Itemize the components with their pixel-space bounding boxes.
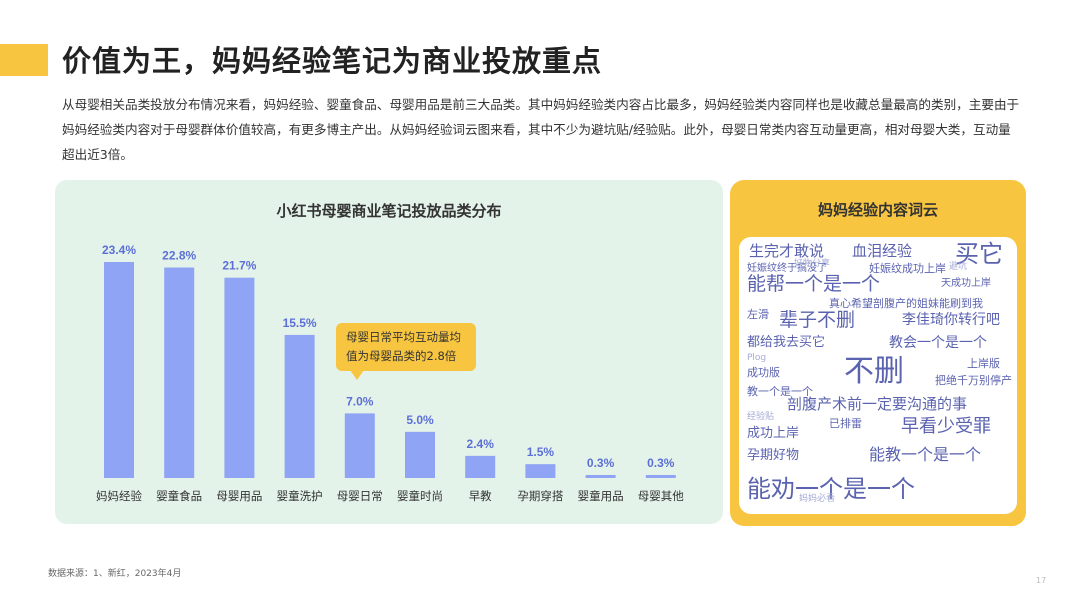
category-label: 母婴日常 bbox=[337, 489, 383, 503]
category-label: 孕期穿搭 bbox=[517, 489, 563, 503]
cloud-word: 能劝一个是一个 bbox=[747, 475, 915, 503]
bar-value-label: 23.4% bbox=[102, 243, 136, 257]
cloud-word: 上岸版 bbox=[967, 357, 1000, 370]
data-source-note: 数据来源：1、新红，2023年4月 bbox=[48, 569, 182, 579]
cloud-word: Plog bbox=[747, 353, 767, 363]
bar-2 bbox=[164, 267, 195, 478]
bar-4 bbox=[284, 334, 315, 478]
bar-value-label: 1.5% bbox=[527, 445, 555, 459]
bar-7 bbox=[465, 455, 496, 478]
bar-5 bbox=[344, 413, 375, 478]
category-label: 母婴其他 bbox=[638, 489, 684, 503]
page-number: 17 bbox=[1036, 576, 1047, 585]
chart-title: 小红书母婴商业笔记投放品类分布 bbox=[276, 202, 502, 220]
cloud-word: 经验贴 bbox=[747, 412, 775, 422]
cloud-word: 成功版 bbox=[747, 366, 780, 379]
cloud-word: 妊娠纹成功上岸 bbox=[869, 262, 946, 275]
page-title: 价值为王，妈妈经验笔记为商业投放重点 bbox=[62, 44, 603, 78]
cloud-word: 血泪经验 bbox=[852, 242, 913, 260]
cloud-word: 真心希望剖腹产的姐妹能刷到我 bbox=[829, 297, 983, 310]
cloud-word: 买它 bbox=[955, 240, 1003, 268]
bar-value-label: 0.3% bbox=[647, 456, 675, 470]
cloud-word: 生完才敢说 bbox=[749, 242, 825, 260]
cloud-word: 妊娠纹终于搞没了 bbox=[747, 263, 827, 274]
cloud-word: 能教一个是一个 bbox=[869, 445, 982, 464]
cloud-word: 成功上岸 bbox=[747, 426, 800, 441]
bar-6 bbox=[405, 431, 435, 478]
cloud-word: 好物分享 bbox=[794, 259, 831, 269]
bar-value-label: 15.5% bbox=[283, 316, 317, 330]
bar-value-label: 22.8% bbox=[162, 249, 196, 263]
cloud-word: 剖腹产术前一定要沟通的事 bbox=[787, 395, 968, 413]
category-label: 母婴用品 bbox=[216, 489, 262, 503]
category-label: 婴童时尚 bbox=[397, 489, 443, 503]
bar-1 bbox=[104, 262, 134, 478]
wordcloud-panel: 妈妈经验内容词云 生完才敢说 血泪经验 买它妊娠纹终于搞没了 妊娠纹成功上岸 能帮一个是… bbox=[730, 180, 1026, 526]
intro-paragraph: 从母婴相关品类投放分布情况来看，妈妈经验、婴童食品、母婴用品是前三大品类。其中妈… bbox=[62, 97, 1020, 162]
bar-value-label: 2.4% bbox=[467, 437, 495, 451]
cloud-word: 李佳琦你转行吧 bbox=[902, 312, 1000, 328]
cloud-word: 已排雷 bbox=[829, 417, 862, 430]
bar-3 bbox=[224, 277, 255, 478]
cloud-word: 教会一个是一个 bbox=[889, 335, 987, 351]
cloud-word: 左滑 bbox=[747, 308, 769, 321]
cloud-word: 早看少受罪 bbox=[901, 416, 991, 437]
bar-10 bbox=[645, 475, 676, 478]
category-label: 婴童用品 bbox=[578, 489, 624, 503]
bar-value-label: 0.3% bbox=[587, 456, 615, 470]
title-accent-bar bbox=[0, 44, 48, 76]
category-label: 早教 bbox=[469, 489, 492, 503]
cloud-word: 妈妈必看 bbox=[799, 494, 836, 504]
wordcloud: 生完才敢说 血泪经验 买它妊娠纹终于搞没了 妊娠纹成功上岸 能帮一个是一个 天成功上岸真心… bbox=[739, 237, 1017, 514]
cloud-word: 教一个是一个 bbox=[747, 385, 813, 398]
cloud-word: 都给我去买它 bbox=[747, 335, 826, 350]
cloud-word: 不删 bbox=[844, 354, 904, 389]
category-label: 婴童食品 bbox=[156, 489, 202, 503]
cloud-word: 把绝千万别停产 bbox=[935, 374, 1012, 387]
cloud-word: 天成功上岸 bbox=[941, 278, 991, 289]
bar-value-label: 7.0% bbox=[346, 394, 374, 408]
bar-value-label: 5.0% bbox=[406, 413, 434, 427]
cloud-word: 孕期好物 bbox=[747, 448, 800, 463]
cloud-word: 辈子不删 bbox=[779, 309, 856, 331]
wordcloud-title: 妈妈经验内容词云 bbox=[817, 201, 938, 219]
chart-annotation-callout: 母婴日常平均互动量均值为母婴品类的2.8倍 bbox=[336, 323, 476, 380]
cloud-word: 避坑 bbox=[949, 262, 968, 272]
bar-8 bbox=[525, 464, 556, 478]
bar-9 bbox=[585, 475, 616, 478]
cloud-word: 能帮一个是一个 bbox=[747, 273, 881, 295]
category-label: 婴童洗护 bbox=[277, 489, 323, 503]
bar-value-label: 21.7% bbox=[222, 259, 256, 273]
category-label: 妈妈经验 bbox=[96, 489, 142, 503]
